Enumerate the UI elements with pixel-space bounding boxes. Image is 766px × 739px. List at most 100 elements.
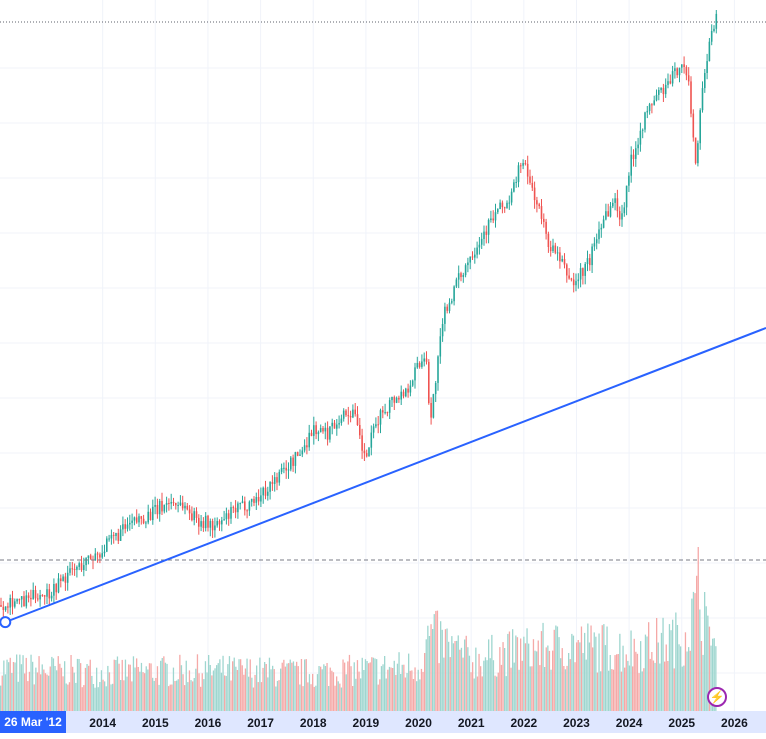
volume-bar xyxy=(214,668,216,711)
volume-bar xyxy=(476,676,479,711)
candle-body xyxy=(616,198,619,212)
volume-bar xyxy=(232,661,234,711)
candle-body xyxy=(41,595,44,597)
volume-bar xyxy=(206,672,208,711)
candle-body xyxy=(556,252,559,254)
candle-body xyxy=(444,306,446,324)
candle-body xyxy=(430,403,432,418)
volume-bar xyxy=(35,667,37,711)
volume-bar xyxy=(259,657,261,711)
volume-bar xyxy=(345,674,347,711)
volume-bar xyxy=(326,663,328,711)
volume-bar xyxy=(536,651,538,711)
volume-bar xyxy=(539,665,541,711)
volume-bar xyxy=(158,684,160,711)
candle-body xyxy=(39,595,41,600)
volume-bar xyxy=(81,687,83,711)
volume-bar xyxy=(278,680,280,711)
volume-bar xyxy=(580,626,583,711)
candle-body xyxy=(287,469,290,471)
candle-body xyxy=(271,482,274,484)
volume-bar xyxy=(211,675,213,711)
volume-bar xyxy=(155,678,157,711)
candle-body xyxy=(319,428,322,433)
candle-body xyxy=(545,221,547,234)
volume-bar xyxy=(107,665,109,711)
volume-bar xyxy=(635,651,637,711)
candle-body xyxy=(301,450,304,455)
volume-bar xyxy=(632,666,634,711)
candle-body xyxy=(294,452,297,466)
candle-body xyxy=(662,87,665,95)
candle-body xyxy=(168,503,170,504)
volume-bar xyxy=(433,614,435,711)
candle-body xyxy=(280,468,283,472)
candle-body xyxy=(209,521,212,528)
candle-body xyxy=(83,565,85,570)
volume-bar xyxy=(284,666,287,711)
volume-bar xyxy=(182,674,184,711)
volume-bar xyxy=(412,679,415,711)
candle-body xyxy=(218,521,221,525)
time-axis-highlight xyxy=(0,711,766,733)
volume-bar xyxy=(384,656,386,711)
volume-bar xyxy=(520,638,522,711)
candle-body xyxy=(701,88,704,111)
volume-bar xyxy=(128,664,130,711)
trendline[interactable] xyxy=(4,327,766,624)
candle-body xyxy=(568,275,570,279)
volume-bar xyxy=(228,656,231,711)
volume-bar xyxy=(46,674,48,711)
volume-bar xyxy=(678,644,680,711)
candle-body xyxy=(623,207,626,214)
candle-body xyxy=(23,596,25,607)
candle-body xyxy=(64,576,67,583)
x-tick-label: 2026 xyxy=(721,716,748,730)
volume-bar xyxy=(408,653,410,711)
volume-bar xyxy=(240,659,242,711)
volume-bar xyxy=(323,664,325,711)
volume-bar xyxy=(193,678,195,711)
volume-bar xyxy=(236,670,239,711)
volume-bar xyxy=(201,673,203,711)
candle-body xyxy=(66,572,69,583)
volume-bar xyxy=(619,633,621,711)
candle-body xyxy=(161,501,163,512)
volume-bar xyxy=(451,636,453,711)
volume-bar xyxy=(707,615,709,711)
flash-icon[interactable]: ⚡ xyxy=(707,687,727,707)
volume-bar xyxy=(110,684,112,711)
candle-body xyxy=(513,182,515,192)
candle-body xyxy=(163,504,166,512)
candle-body xyxy=(575,281,577,286)
volume-bar xyxy=(672,619,674,711)
candle-body xyxy=(386,412,389,414)
volume-bar xyxy=(472,662,474,711)
candle-body xyxy=(669,81,672,84)
candle-body xyxy=(554,245,557,253)
volume-bar xyxy=(568,653,570,711)
candle-body xyxy=(9,598,11,608)
x-tick-label: 2015 xyxy=(142,716,169,730)
volume-bar xyxy=(388,666,391,711)
volume-bar xyxy=(72,666,74,711)
volume-bar xyxy=(379,679,381,711)
volume-bar xyxy=(153,680,155,711)
candle-body xyxy=(276,477,278,483)
candle-body xyxy=(172,502,175,504)
volume-bar xyxy=(41,664,43,711)
volume-bar xyxy=(289,659,291,711)
candle-body xyxy=(290,457,292,470)
trend-anchor-icon[interactable] xyxy=(0,616,12,629)
volume-bar xyxy=(115,660,117,711)
volume-bar xyxy=(566,665,568,711)
volume-bar xyxy=(582,653,584,711)
candle-body xyxy=(85,558,87,566)
candle-body xyxy=(20,596,23,600)
candle-body xyxy=(646,110,649,113)
volume-bar xyxy=(665,644,667,711)
candle-body xyxy=(492,218,494,221)
volume-bar xyxy=(518,669,520,711)
volume-bar xyxy=(473,678,475,711)
